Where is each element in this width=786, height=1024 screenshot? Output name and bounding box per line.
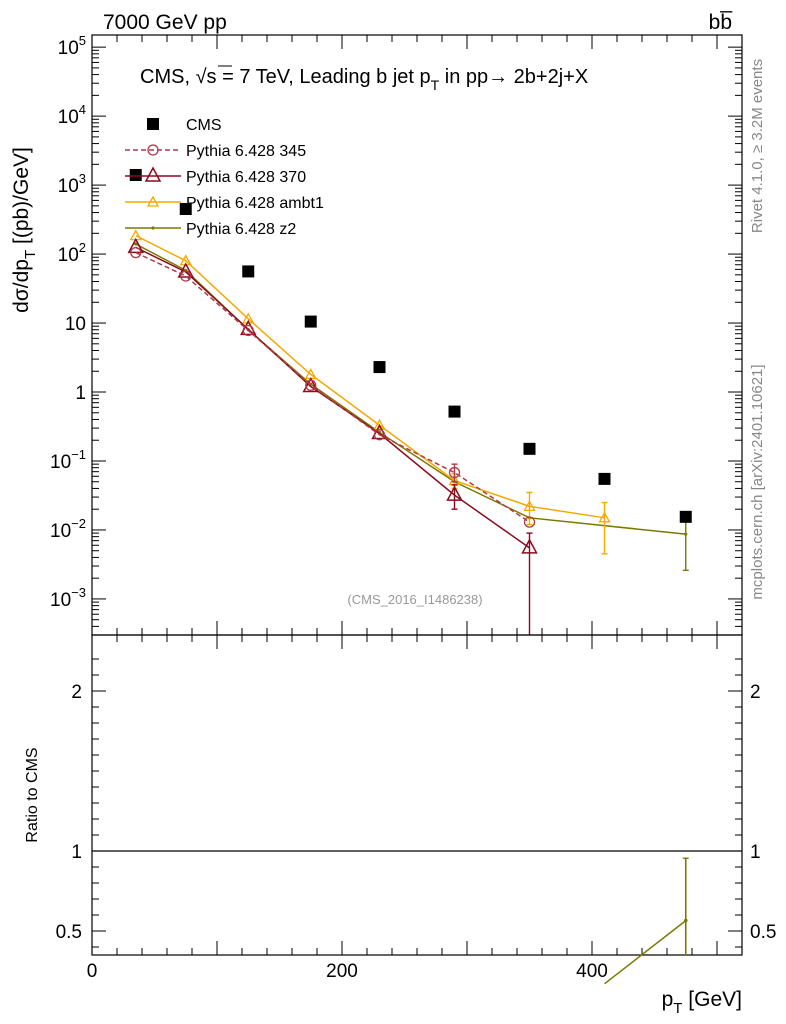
mc-point-ambt1 (598, 511, 611, 523)
ratio-plot-tick-labels: 0.5 0.5 1 1 2 2 0 200 400 (56, 682, 777, 982)
series-pythia-6-428-z2 (134, 242, 689, 572)
series-line (135, 246, 530, 549)
analysis-watermark: (CMS_2016_I1486238) (347, 592, 482, 607)
mc-point-345 (523, 516, 536, 528)
ratio-y-tick-label-right: 0.5 (750, 922, 776, 943)
mc-point-z2 (134, 242, 138, 246)
legend-marker (147, 144, 159, 156)
legend-marker (146, 195, 160, 207)
ratio-y-tick-label-left: 1 (71, 842, 82, 863)
data-point (448, 405, 461, 418)
main-plot-ticks (91, 35, 743, 636)
data-point (242, 265, 255, 278)
y-tick-label: 105 (58, 33, 86, 59)
mc-point-370 (521, 538, 538, 554)
ratio-series-z2 (604, 857, 689, 985)
data-point (523, 442, 536, 455)
mc-point-370 (302, 376, 320, 393)
ratio-plot-frame (91, 634, 743, 956)
y-axis-label: dσ/dpT [(pb)/GeV] (10, 147, 39, 313)
ratio-y-tick-label-right: 1 (750, 842, 761, 863)
y-tick-label: 1 (75, 383, 86, 404)
legend-marker (144, 166, 162, 182)
mc-point-345 (180, 270, 192, 282)
series-pythia-6-428-ambt1 (129, 229, 611, 555)
ratio-y-tick-label-right: 2 (750, 682, 761, 703)
legend-marker (151, 226, 155, 230)
plot-title: CMS, √s = 7 TeV, Leading b jet pT in pp→… (140, 66, 588, 93)
series-line (135, 243, 686, 535)
y-tick-label: 104 (58, 102, 86, 128)
header-right: bb̅ (709, 11, 734, 34)
mc-point-345 (373, 429, 386, 441)
ratio-plot-ticks (91, 635, 743, 955)
x-axis-label: pT [GeV] (662, 988, 742, 1017)
legend-label: Pythia 6.428 ambt1 (186, 195, 324, 212)
ratio-y-axis-label: Ratio to CMS (24, 747, 41, 842)
series-line (135, 234, 605, 519)
ratio-line (604, 920, 687, 985)
mc-point-370 (446, 485, 463, 501)
x-tick-label: 0 (87, 961, 98, 982)
mc-point-345 (242, 324, 254, 337)
legend: CMS Pythia 6.428 345 Pythia 6.428 370 Pythi… (125, 117, 324, 238)
ratio-point (683, 918, 688, 923)
y-tick-label: 10−2 (50, 516, 86, 542)
ratio-plot-series (604, 857, 689, 985)
y-tick-label: 10−1 (50, 447, 86, 473)
series-pythia-6-428-345 (130, 246, 536, 528)
mc-point-ambt1 (523, 500, 536, 511)
legend-marker-cms (147, 118, 159, 130)
x-tick-label: 200 (326, 961, 358, 982)
series-line (135, 251, 530, 523)
mc-point-z2 (684, 532, 688, 536)
mc-point-345 (305, 379, 317, 391)
mc-point-345 (130, 246, 142, 259)
rivet-label: Rivet 4.1.0, ≥ 3.2M events (749, 59, 766, 233)
series-pythia-6-428-370 (127, 237, 538, 635)
data-point (679, 510, 692, 523)
data-point (373, 361, 386, 374)
main-plot-y-tick-labels: 10−3 10−2 10−1 1 10 102 103 104 105 (50, 33, 86, 611)
data-point (179, 203, 192, 216)
x-tick-label: 400 (576, 961, 608, 982)
y-tick-label: 10−3 (50, 585, 86, 611)
main-plot-panel: 10−3 10−2 10−1 1 10 102 103 104 105 (CMS_2016_I1… (10, 33, 743, 636)
series-cms (129, 169, 692, 523)
ratio-plot-panel: 0.5 0.5 1 1 2 2 0 200 400 Ratio to CMS pT [GeV] (24, 634, 777, 1017)
ratio-y-tick-label-left: 2 (71, 682, 82, 703)
legend-label: Pythia 6.428 345 (186, 143, 306, 160)
mc-point-370 (127, 237, 145, 254)
main-plot-series (127, 169, 692, 635)
ratio-y-tick-label-left: 0.5 (56, 922, 82, 943)
y-tick-label: 102 (58, 240, 86, 266)
data-point (129, 169, 142, 182)
mc-point-345 (448, 466, 461, 479)
legend-label: CMS (186, 117, 222, 134)
y-tick-label: 10 (65, 314, 86, 335)
legend-label: Pythia 6.428 z2 (186, 221, 296, 238)
mc-point-370 (177, 262, 195, 278)
data-point (598, 472, 611, 485)
header-left: 7000 GeV pp (103, 11, 227, 34)
mcplots-label: mcplots.cern.ch [arXiv:2401.10621] (749, 364, 766, 599)
legend-label: Pythia 6.428 370 (186, 169, 306, 186)
data-point (304, 315, 317, 328)
y-tick-label: 103 (58, 171, 86, 197)
